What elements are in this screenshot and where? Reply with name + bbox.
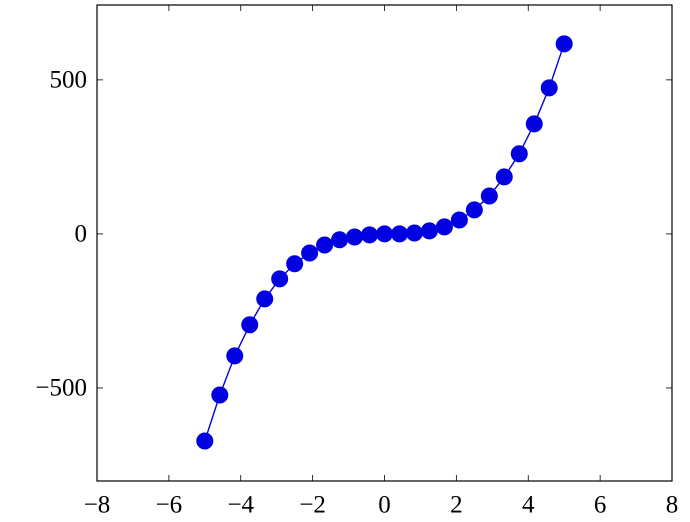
marker bbox=[390, 225, 408, 243]
marker bbox=[480, 187, 498, 205]
marker bbox=[271, 270, 289, 288]
marker bbox=[555, 35, 573, 53]
marker bbox=[241, 316, 259, 334]
x-tick-label: −2 bbox=[299, 492, 326, 519]
y-tick-label: 500 bbox=[50, 67, 88, 94]
marker bbox=[301, 244, 319, 262]
x-tick-label: 0 bbox=[378, 492, 391, 519]
marker bbox=[256, 290, 274, 308]
x-tick-label: −6 bbox=[156, 492, 183, 519]
marker bbox=[510, 145, 528, 163]
marker bbox=[495, 168, 513, 186]
x-tick-label: 4 bbox=[522, 492, 535, 519]
marker bbox=[420, 222, 438, 240]
marker bbox=[196, 432, 214, 450]
marker bbox=[540, 79, 558, 97]
x-tick-label: 6 bbox=[594, 492, 607, 519]
y-tick-label: 0 bbox=[75, 221, 88, 248]
marker bbox=[435, 218, 453, 236]
plot-frame bbox=[96, 4, 673, 482]
y-tick-label: −500 bbox=[35, 375, 87, 402]
marker bbox=[211, 386, 229, 404]
x-tick-label: −4 bbox=[227, 492, 254, 519]
x-tick-label: 8 bbox=[666, 492, 679, 519]
marker bbox=[331, 231, 349, 249]
marker bbox=[346, 228, 364, 246]
marker bbox=[525, 115, 543, 133]
marker bbox=[226, 347, 244, 365]
marker bbox=[450, 211, 468, 229]
marker bbox=[405, 224, 423, 242]
marker bbox=[465, 201, 483, 219]
marker bbox=[316, 236, 334, 254]
x-tick-label: 2 bbox=[450, 492, 463, 519]
x-tick-label: −8 bbox=[84, 492, 111, 519]
marker bbox=[376, 225, 393, 243]
marker bbox=[361, 226, 379, 244]
marker bbox=[286, 255, 304, 273]
